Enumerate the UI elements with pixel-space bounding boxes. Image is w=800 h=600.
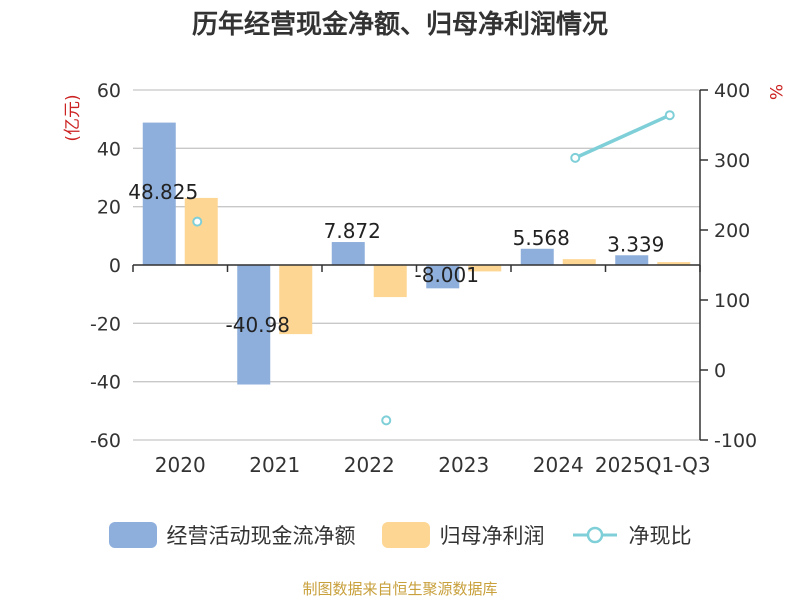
bar-cashflow <box>520 248 554 265</box>
ratio-point <box>570 152 581 163</box>
left-tick-label: 0 <box>109 255 121 277</box>
left-tick-label: 40 <box>97 138 121 160</box>
legend-swatch-netprofit <box>381 522 430 548</box>
data-label-cashflow: 3.339 <box>607 232 664 256</box>
left-tick-label: 60 <box>97 80 121 102</box>
bar-cashflow <box>331 242 365 265</box>
legend-line-circle-icon <box>572 526 617 544</box>
source-caption: 制图数据来自恒生聚源数据库 <box>302 580 498 598</box>
ratio-point <box>381 415 392 426</box>
category-label: 2021 <box>249 453 300 477</box>
data-label-cashflow: 48.825 <box>128 180 198 204</box>
legend-label-cashflow: 经营活动现金流净额 <box>166 524 356 548</box>
left-axis-label: (亿元) <box>63 94 83 141</box>
left-tick-label: -40 <box>90 372 121 394</box>
right-tick-label: 200 <box>714 220 750 242</box>
right-tick-label: -100 <box>714 430 757 452</box>
ratio-line-segment <box>574 113 671 160</box>
legend-label-netprofit: 归母净利润 <box>439 524 545 548</box>
bar-layer <box>142 122 691 385</box>
right-tick-label: 300 <box>714 150 750 172</box>
bar-cashflow <box>426 265 460 289</box>
legend-swatch-cashflow <box>108 522 157 548</box>
category-label: 2020 <box>155 453 206 477</box>
category-label: 2022 <box>344 453 395 477</box>
legend-item-ratio[interactable]: 净现比 <box>571 520 692 550</box>
bar-netprofit <box>184 197 218 265</box>
bar-cashflow <box>237 265 271 385</box>
ratio-point <box>664 110 675 121</box>
bar-netprofit <box>657 262 691 265</box>
data-label-cashflow: 7.872 <box>324 219 381 243</box>
ratio-point <box>192 216 203 227</box>
left-tick-label: 20 <box>97 197 121 219</box>
bar-netprofit <box>468 265 502 272</box>
right-tick-label: 0 <box>714 360 726 382</box>
right-tick-label: 400 <box>714 80 750 102</box>
data-label-cashflow: -8.001 <box>415 263 479 287</box>
line-series-layer <box>192 110 675 426</box>
right-tick-label: 100 <box>714 290 750 312</box>
data-label-cashflow: 5.568 <box>513 226 570 250</box>
category-label: 2023 <box>438 453 489 477</box>
chart-title: 历年经营现金净额、归母净利润情况 <box>191 10 608 40</box>
bar-netprofit <box>279 265 313 335</box>
legend-item-cashflow[interactable]: 经营活动现金流净额 <box>108 520 356 550</box>
legend-item-netprofit[interactable]: 归母净利润 <box>381 520 545 550</box>
right-axis-label: % <box>765 84 785 100</box>
legend-label-ratio: 净现比 <box>628 524 692 548</box>
data-label-cashflow: -40.98 <box>226 313 290 337</box>
bar-cashflow <box>615 255 649 265</box>
legend: 经营活动现金流净额 归母净利润 净现比 <box>0 515 800 555</box>
bar-cashflow <box>142 122 176 265</box>
category-label: 2024 <box>533 453 584 477</box>
bar-netprofit <box>562 259 596 265</box>
left-tick-label: -60 <box>90 430 121 452</box>
category-label: 2025Q1-Q3 <box>595 453 711 477</box>
left-tick-label: -20 <box>90 313 121 335</box>
data-labels: 48.825 -40.98 7.872 -8.001 5.568 3.339 <box>128 180 664 337</box>
bar-netprofit <box>373 265 407 298</box>
